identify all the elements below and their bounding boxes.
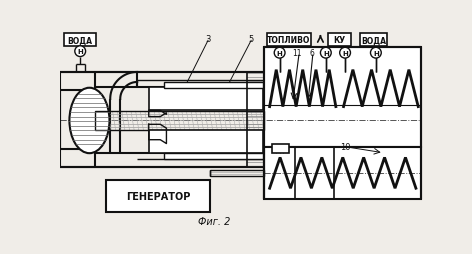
Ellipse shape <box>69 88 110 154</box>
Text: ВОДА: ВОДА <box>67 36 93 45</box>
Text: Н: Н <box>277 51 283 56</box>
Circle shape <box>371 48 381 59</box>
Bar <box>64 34 96 46</box>
Bar <box>149 88 263 111</box>
Circle shape <box>320 48 331 59</box>
Circle shape <box>75 46 85 57</box>
Bar <box>272 144 289 153</box>
Text: 11: 11 <box>293 49 302 58</box>
Bar <box>164 153 263 159</box>
Text: ВОДА: ВОДА <box>361 36 386 45</box>
Text: 5: 5 <box>249 35 254 43</box>
Text: ТОПЛИВО: ТОПЛИВО <box>267 36 311 45</box>
Bar <box>264 147 421 199</box>
Circle shape <box>274 48 285 59</box>
Text: ГЕНЕРАТОР: ГЕНЕРАТОР <box>126 191 191 201</box>
Bar <box>164 83 263 89</box>
Text: Фиг. 2: Фиг. 2 <box>198 216 230 226</box>
Text: 3: 3 <box>205 35 211 43</box>
Bar <box>149 130 263 153</box>
Bar <box>361 34 387 46</box>
Bar <box>267 34 311 46</box>
Bar <box>247 73 264 167</box>
Circle shape <box>340 48 351 59</box>
Text: 6: 6 <box>310 49 314 58</box>
Bar <box>106 180 211 212</box>
Bar <box>95 112 264 130</box>
Text: КУ: КУ <box>334 36 346 45</box>
Text: Н: Н <box>323 51 329 56</box>
Text: Н: Н <box>373 51 379 56</box>
Text: Н: Н <box>342 51 348 56</box>
Text: Н: Н <box>77 49 83 55</box>
Bar <box>328 34 351 46</box>
Bar <box>211 170 264 176</box>
Bar <box>264 47 421 147</box>
Text: 10: 10 <box>340 142 350 152</box>
